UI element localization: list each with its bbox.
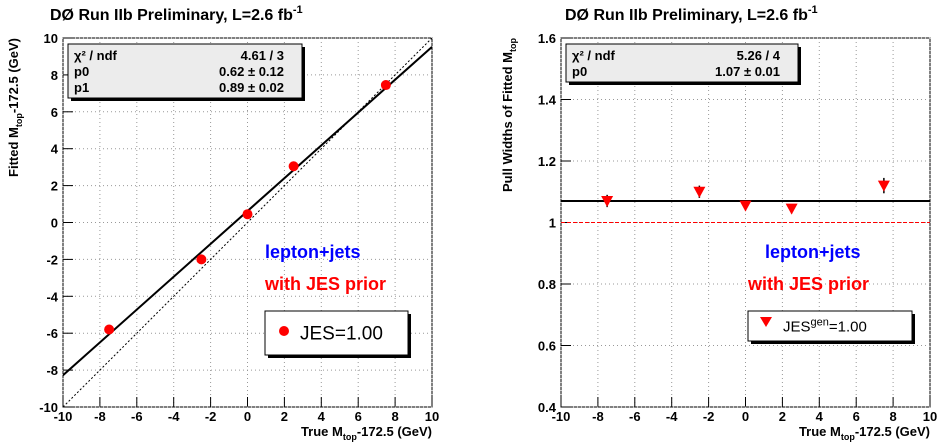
x-tick-label: -2 bbox=[703, 409, 715, 424]
y-tick-label: -6 bbox=[46, 326, 58, 341]
data-point bbox=[242, 209, 253, 220]
label-main: True M bbox=[799, 424, 841, 439]
label-sub: top bbox=[508, 38, 518, 52]
x-tick-label: 4 bbox=[318, 409, 326, 424]
legend-marker bbox=[760, 317, 772, 327]
y-tick-label: 2 bbox=[51, 179, 58, 194]
y-tick-label: 0.8 bbox=[538, 277, 556, 292]
y-tick-label: 0 bbox=[51, 216, 58, 231]
data-point bbox=[739, 200, 752, 212]
data-point bbox=[601, 195, 614, 207]
x-axis-label: True Mtop-172.5 (GeV) bbox=[301, 424, 432, 442]
stats-value: 0.89 ± 0.02 bbox=[219, 80, 284, 95]
y-tick-label: -8 bbox=[46, 363, 58, 378]
y-tick-label: -10 bbox=[39, 400, 58, 415]
y-axis-label: Fitted Mtop-172.5 (GeV) bbox=[6, 38, 24, 177]
x-tick-label: -8 bbox=[592, 409, 604, 424]
x-tick-label: 10 bbox=[425, 409, 439, 424]
x-tick-label: 2 bbox=[779, 409, 786, 424]
label-rest: -172.5 (GeV) bbox=[357, 424, 432, 439]
legend-superscript: gen bbox=[811, 316, 829, 328]
legend-label: JES=1.00 bbox=[300, 324, 383, 345]
stats-name: χ² / ndf bbox=[74, 48, 118, 63]
y-tick-label: 0.6 bbox=[538, 339, 556, 354]
x-tick-label: 8 bbox=[889, 409, 896, 424]
y-tick-label: -4 bbox=[46, 289, 58, 304]
x-axis-label: True Mtop-172.5 (GeV) bbox=[799, 424, 930, 442]
label-sub: top bbox=[343, 432, 357, 442]
legend-box bbox=[264, 310, 409, 356]
label-main: True M bbox=[301, 424, 343, 439]
y-tick-label: -2 bbox=[46, 252, 58, 267]
x-tick-label: -6 bbox=[131, 409, 143, 424]
x-tick-label: -8 bbox=[94, 409, 106, 424]
x-tick-label: 0 bbox=[244, 409, 251, 424]
stats-value: 0.62 ± 0.12 bbox=[219, 64, 284, 79]
y-axis-label: Pull Widths of Fitted Mtop bbox=[500, 38, 518, 192]
label-sub: top bbox=[14, 113, 24, 127]
y-tick-label: 0.4 bbox=[538, 400, 557, 415]
title-text: DØ Run IIb Preliminary, L=2.6 fb bbox=[50, 7, 293, 24]
label-rest: -172.5 (GeV) bbox=[855, 424, 930, 439]
x-tick-label: 2 bbox=[281, 409, 288, 424]
reference-line bbox=[63, 38, 432, 407]
stats-name: p0 bbox=[572, 64, 587, 79]
data-point bbox=[288, 161, 299, 172]
x-tick-label: 6 bbox=[355, 409, 362, 424]
x-tick-label: 10 bbox=[923, 409, 937, 424]
stats-name: p1 bbox=[74, 80, 89, 95]
y-tick-label: 1.4 bbox=[538, 93, 557, 108]
y-tick-label: 8 bbox=[51, 68, 58, 83]
annotation: with JES prior bbox=[264, 274, 386, 294]
annotation: lepton+jets bbox=[765, 242, 861, 262]
label-main: Pull Widths of Fitted M bbox=[500, 52, 515, 192]
stats-box bbox=[67, 43, 303, 99]
y-tick-label: 1 bbox=[549, 216, 556, 231]
y-tick-label: 1.6 bbox=[538, 31, 556, 46]
y-tick-label: 6 bbox=[51, 105, 58, 120]
stats-box bbox=[565, 43, 799, 83]
chart-title: DØ Run IIb Preliminary, L=2.6 fb-1 bbox=[50, 4, 303, 24]
legend-name: JES=1.00 bbox=[300, 324, 383, 345]
title-text: DØ Run IIb Preliminary, L=2.6 fb bbox=[565, 7, 808, 24]
y-tick-label: 1.2 bbox=[538, 154, 556, 169]
chart-title: DØ Run IIb Preliminary, L=2.6 fb-1 bbox=[565, 4, 818, 24]
data-point bbox=[196, 254, 207, 265]
stats-value: 1.07 ± 0.01 bbox=[715, 64, 780, 79]
legend-label: JESgen=1.00 bbox=[783, 316, 867, 335]
x-tick-label: -4 bbox=[666, 409, 678, 424]
stats-name: p0 bbox=[74, 64, 89, 79]
x-tick-label: 8 bbox=[391, 409, 398, 424]
x-tick-label: 0 bbox=[742, 409, 749, 424]
data-point bbox=[380, 80, 391, 91]
annotation: with JES prior bbox=[747, 274, 869, 294]
x-tick-label: -6 bbox=[629, 409, 641, 424]
data-point bbox=[693, 186, 706, 198]
label-rest: -172.5 (GeV) bbox=[6, 38, 21, 113]
legend-box bbox=[747, 310, 913, 342]
annotation: lepton+jets bbox=[265, 242, 361, 262]
stats-name: χ² / ndf bbox=[572, 48, 616, 63]
x-tick-label: -10 bbox=[54, 409, 73, 424]
title-superscript: -1 bbox=[293, 4, 303, 16]
legend-suffix: =1.00 bbox=[829, 318, 867, 335]
x-tick-label: 4 bbox=[816, 409, 824, 424]
x-tick-label: 6 bbox=[853, 409, 860, 424]
y-tick-label: 4 bbox=[51, 142, 59, 157]
y-tick-label: 10 bbox=[44, 31, 58, 46]
data-point bbox=[785, 203, 798, 215]
label-main: Fitted M bbox=[6, 127, 21, 177]
legend-marker bbox=[279, 326, 289, 336]
x-tick-label: -10 bbox=[552, 409, 571, 424]
label-sub: top bbox=[841, 432, 855, 442]
data-point bbox=[877, 180, 890, 192]
legend-name: JES bbox=[783, 318, 811, 335]
x-tick-label: -2 bbox=[205, 409, 217, 424]
x-tick-label: -4 bbox=[168, 409, 180, 424]
stats-value: 5.26 / 4 bbox=[737, 48, 781, 63]
data-point bbox=[104, 324, 115, 335]
title-superscript: -1 bbox=[808, 4, 818, 16]
stats-value: 4.61 / 3 bbox=[241, 48, 284, 63]
